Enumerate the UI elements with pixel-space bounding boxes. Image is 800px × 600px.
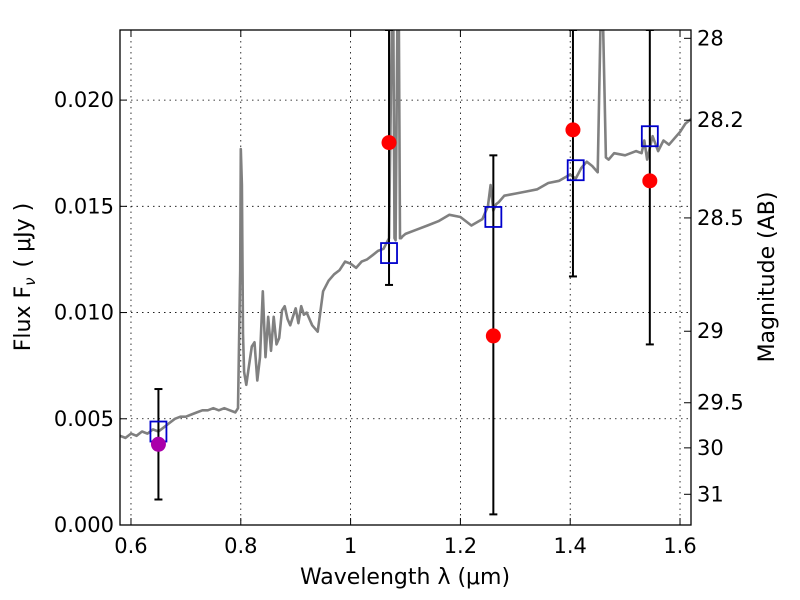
y-tick-label: 0.020 [54, 88, 114, 112]
right-tick-label: 30 [697, 436, 724, 460]
spectrum-line [120, 30, 691, 440]
x-tick-label: 1.2 [444, 534, 477, 558]
y-tick-label: 0.010 [54, 301, 114, 325]
observed-point [150, 436, 166, 452]
x-tick-label: 0.8 [224, 534, 257, 558]
y-axis-title-sub: ν [21, 277, 39, 285]
y-axis-title-unit: ( μJy ) [11, 203, 36, 268]
model-photometry-square [484, 206, 503, 228]
plot-frame [119, 29, 692, 526]
right-tick-label: 28 [697, 26, 724, 50]
x-axis-title: Wavelength λ (μm) [300, 565, 510, 590]
model-photometry-square [640, 125, 659, 148]
observed-point [565, 122, 581, 138]
observed-point [485, 328, 501, 344]
right-tick-label: 28.5 [697, 206, 744, 230]
observed-point [642, 173, 658, 189]
y-axis-title-group: Flux Fν ( μJy ) [11, 203, 39, 351]
x-tick-label: 0.6 [114, 534, 147, 558]
right-tick-label: 29 [697, 319, 724, 343]
y-axis-title: Flux Fν ( μJy ) [11, 203, 39, 351]
x-tick-label: 1.6 [663, 534, 696, 558]
right-tick-label: 31 [697, 482, 724, 506]
y-tick-label: 0.015 [54, 194, 114, 218]
x-tick-label: 1.4 [554, 534, 587, 558]
observed-point [381, 135, 397, 151]
model-photometry-square [566, 159, 585, 182]
model-photometry-square [380, 242, 398, 264]
markers [149, 122, 659, 452]
right-tick-label: 28.2 [697, 108, 744, 132]
right-axis-title: Magnitude (AB) [755, 192, 780, 363]
ticks [120, 30, 691, 526]
y-axis-title-flux: Flux F [11, 286, 36, 351]
x-tick-label: 1 [344, 534, 357, 558]
plot-area [120, 30, 691, 516]
tick-labels: 0.6 0.8 1 1.2 1.4 1.6 0.000 0.005 0.010 0.015 0.02… [54, 26, 744, 558]
y-tick-label: 0.000 [54, 513, 114, 537]
right-tick-label: 29.5 [697, 391, 744, 415]
y-tick-label: 0.005 [54, 407, 114, 431]
